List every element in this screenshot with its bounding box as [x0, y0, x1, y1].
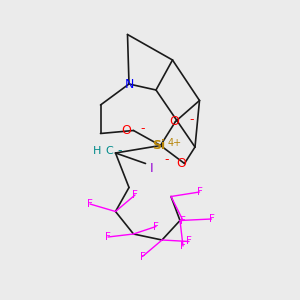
- Text: -: -: [118, 144, 122, 157]
- Text: F: F: [105, 232, 111, 242]
- Text: F: F: [180, 241, 186, 251]
- Text: F: F: [87, 199, 93, 209]
- Text: C: C: [106, 146, 113, 156]
- Text: F: F: [196, 187, 202, 197]
- Text: F: F: [140, 251, 146, 262]
- Text: F: F: [186, 236, 192, 247]
- Text: -: -: [190, 112, 194, 126]
- Text: O: O: [169, 115, 179, 128]
- Text: Si: Si: [152, 139, 166, 152]
- Text: O: O: [121, 124, 131, 137]
- Text: O: O: [177, 157, 186, 170]
- Text: I: I: [150, 161, 153, 175]
- Text: F: F: [132, 190, 138, 200]
- Text: F: F: [208, 214, 214, 224]
- Text: H: H: [93, 146, 102, 156]
- Text: N: N: [124, 77, 134, 91]
- Text: -: -: [140, 122, 145, 135]
- Text: F: F: [153, 221, 159, 232]
- Text: F: F: [180, 215, 186, 226]
- Text: -: -: [165, 153, 169, 167]
- Text: 4+: 4+: [168, 137, 182, 148]
